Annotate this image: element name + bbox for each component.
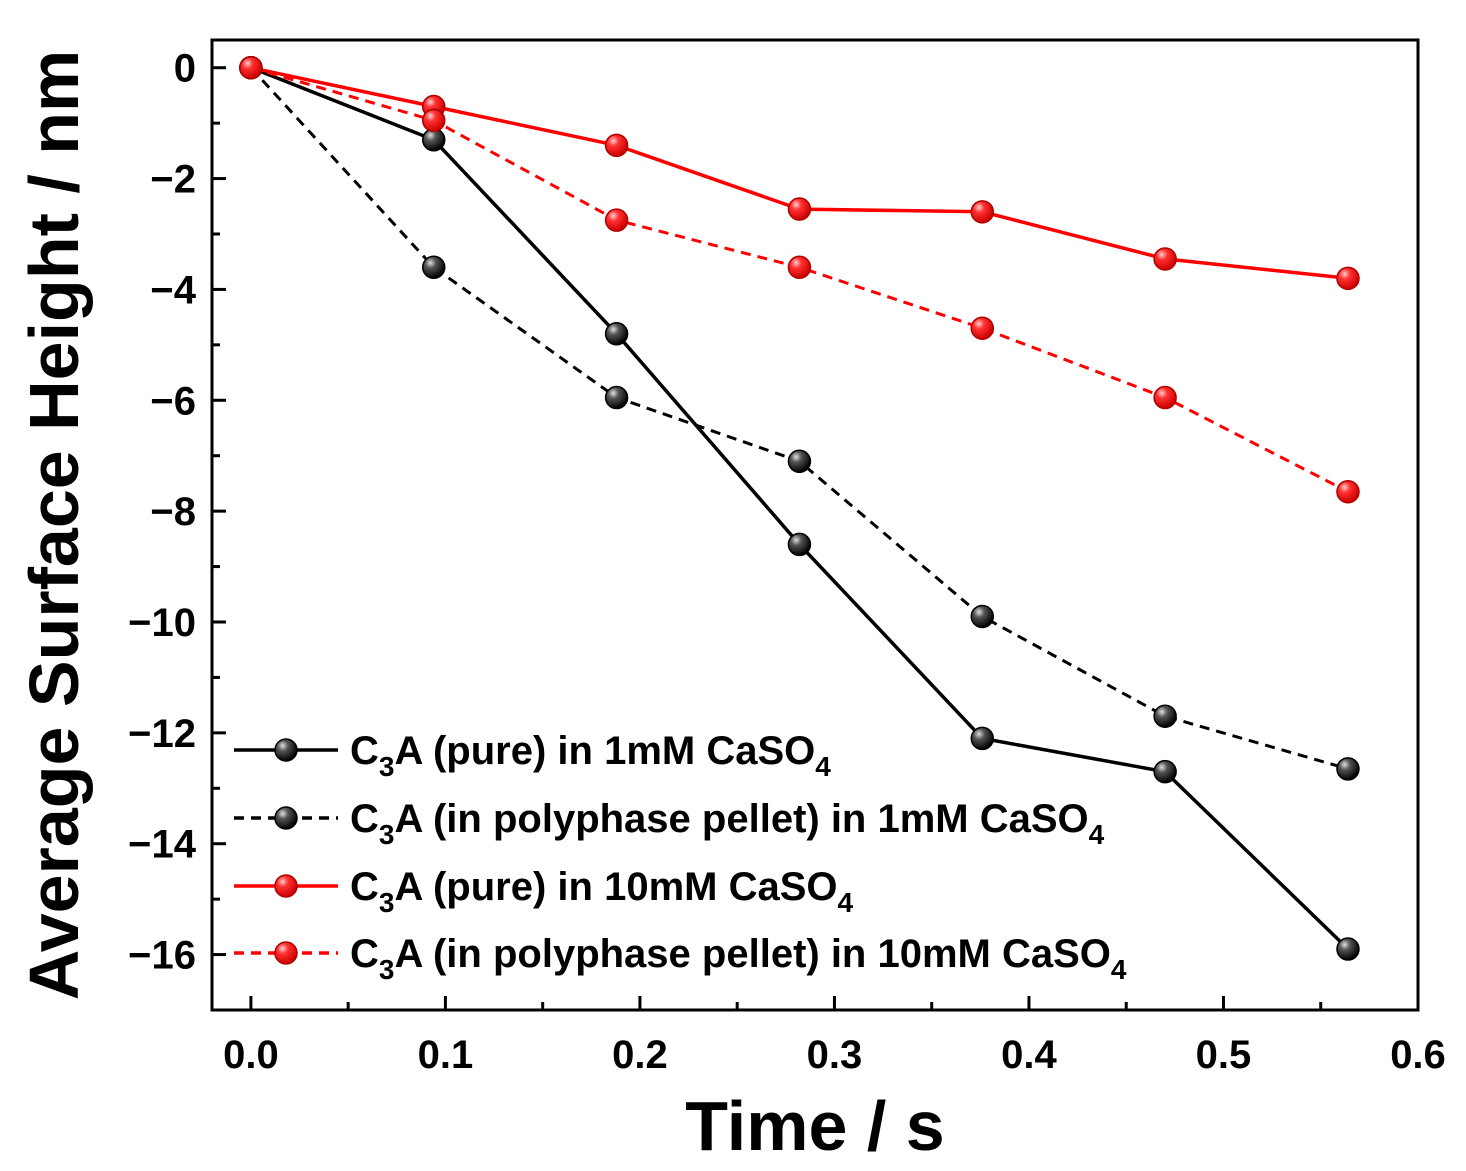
series-markers <box>239 55 1360 961</box>
series-3-point <box>1153 385 1177 410</box>
ticks: 0.0 0.1 0.2 0.3 0.4 0.5 0.6 0 −2 −4 −6 −8 −10 −12 −14 −… <box>128 47 1446 1077</box>
y-axis-title: Average Surface Height / nm <box>15 50 93 1000</box>
series-3-point <box>239 55 263 80</box>
series-3-point <box>421 108 446 133</box>
series-line-1 <box>249 66 1349 771</box>
y-tick-label: −12 <box>128 712 196 756</box>
series-3-point <box>787 255 812 280</box>
y-tick-label: −2 <box>150 158 196 202</box>
series-0-point <box>1336 937 1360 961</box>
series-2-point <box>604 133 629 158</box>
y-tick-label: −8 <box>150 490 196 534</box>
x-tick-label: 0.0 <box>223 1033 279 1077</box>
series-3-point <box>604 208 629 232</box>
x-tick-label: 0.5 <box>1196 1033 1252 1077</box>
series-1-point <box>1153 704 1177 728</box>
y-tick-label: −16 <box>128 934 196 978</box>
y-tick-label: −6 <box>150 379 196 423</box>
series-2-point <box>970 200 995 224</box>
legend-label-0: C3A (pure) in 1mM CaSO4 <box>350 729 831 782</box>
legend-label-3: C3A (in polyphase pellet) in 10mM CaSO4 <box>350 932 1127 985</box>
legend-label-2: C3A (pure) in 10mM CaSO4 <box>350 865 854 918</box>
series-1-point <box>604 385 629 410</box>
series-3-point <box>1336 479 1360 504</box>
legend-marker-0 <box>274 738 298 762</box>
legend-marker-2 <box>274 874 298 898</box>
x-tick-label: 0.6 <box>1390 1033 1446 1077</box>
x-tick-label: 0.2 <box>612 1033 668 1077</box>
series-1-point <box>1336 757 1360 781</box>
plot-frame <box>210 38 1420 1012</box>
series-1-point <box>421 255 446 280</box>
series-3-point <box>970 316 995 340</box>
y-tick-label: −4 <box>150 268 196 312</box>
legend-marker-1 <box>274 806 298 830</box>
series-1-point <box>787 449 812 474</box>
series-2-point <box>787 197 812 221</box>
series-0-point <box>970 726 995 751</box>
series-0-point <box>604 322 629 346</box>
series-0-point <box>1153 759 1177 784</box>
x-axis-title: Time / s <box>685 1087 944 1165</box>
x-tick-label: 0.1 <box>418 1033 474 1077</box>
series-1-point <box>970 604 995 629</box>
legend-marker-3 <box>274 941 298 965</box>
y-tick-label: 0 <box>174 47 196 91</box>
series-0-point <box>787 532 812 557</box>
legend-label-1: C3A (in polyphase pellet) in 1mM CaSO4 <box>350 797 1105 850</box>
series-2-point <box>1336 266 1360 291</box>
series-2-point <box>1153 247 1177 271</box>
y-tick-label: −10 <box>128 601 196 645</box>
y-tick-label: −14 <box>128 823 197 867</box>
legend: C3A (pure) in 1mM CaSO4 C3A (in polyphase… <box>234 729 1127 985</box>
x-tick-label: 0.3 <box>807 1033 863 1077</box>
x-tick-label: 0.4 <box>1001 1033 1057 1077</box>
